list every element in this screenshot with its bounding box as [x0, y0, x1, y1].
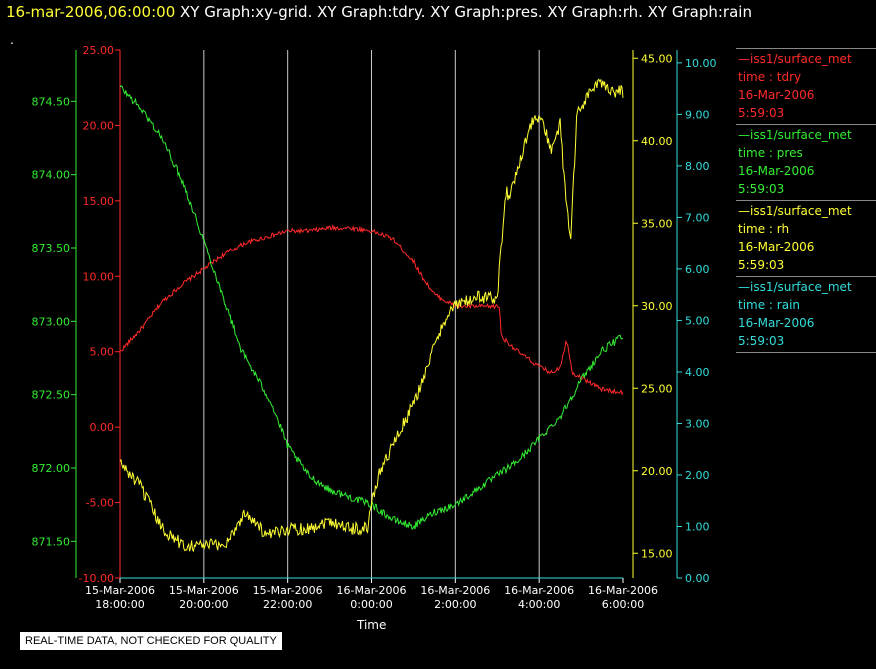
- legend-date: 16-Mar-2006: [738, 240, 815, 254]
- legend-var: time : rh: [738, 222, 790, 236]
- rh-tick-label: 35.00: [641, 217, 673, 230]
- series-lines: [119, 78, 624, 579]
- x-tick-label: 15-Mar-2006: [253, 584, 323, 597]
- legend-source: —iss1/surface_met: [738, 52, 852, 66]
- rain-tick-label: 9.00: [685, 108, 710, 121]
- pres-tick-label: 871.50: [32, 535, 71, 548]
- x-tick-label: 22:00:00: [263, 598, 312, 611]
- rain-tick-label: 3.00: [685, 417, 710, 430]
- series-tdry: [120, 223, 624, 396]
- legend-var: time : tdry: [738, 70, 802, 84]
- rain-tick-label: 10.00: [685, 57, 717, 70]
- rh-tick-label: 30.00: [641, 300, 673, 313]
- legend-time: 5:59:03: [738, 106, 785, 120]
- rain-tick-label: 8.00: [685, 160, 710, 173]
- quality-disclaimer: REAL-TIME DATA, NOT CHECKED FOR QUALITY: [19, 631, 283, 651]
- axes: 15-Mar-200618:00:0015-Mar-200620:00:0015…: [32, 44, 717, 611]
- x-tick-label: 4:00:00: [518, 598, 560, 611]
- pres-tick-label: 872.50: [32, 389, 71, 402]
- rain-tick-label: 6.00: [685, 263, 710, 276]
- x-tick-label: 15-Mar-2006: [169, 584, 239, 597]
- x-tick-label: 18:00:00: [95, 598, 144, 611]
- pres-tick-label: 873.00: [32, 315, 71, 328]
- rain-tick-label: 4.00: [685, 366, 710, 379]
- legend-source: —iss1/surface_met: [738, 128, 852, 142]
- pres-tick-label: 874.00: [32, 169, 71, 182]
- rh-tick-label: 40.00: [641, 135, 673, 148]
- tdry-tick-label: 10.00: [83, 270, 115, 283]
- x-tick-label: 0:00:00: [350, 598, 392, 611]
- legend-date: 16-Mar-2006: [738, 164, 815, 178]
- rh-tick-label: 20.00: [641, 465, 673, 478]
- x-tick-label: 16-Mar-2006: [420, 584, 490, 597]
- x-tick-label: 16-Mar-2006: [504, 584, 574, 597]
- legend-var: time : rain: [738, 298, 801, 312]
- rain-tick-label: 5.00: [685, 314, 710, 327]
- x-axis-label: Time: [357, 618, 387, 632]
- legend-source: —iss1/surface_met: [738, 280, 852, 294]
- tdry-tick-label: -5.00: [86, 497, 114, 510]
- legend-time: 5:59:03: [738, 182, 785, 196]
- pres-tick-label: 874.50: [32, 95, 71, 108]
- grid-lines: [203, 50, 540, 578]
- legend-time: 5:59:03: [738, 334, 785, 348]
- tdry-tick-label: 0.00: [90, 421, 115, 434]
- tdry-tick-label: 20.00: [83, 119, 115, 132]
- legend-source: —iss1/surface_met: [738, 204, 852, 218]
- pres-tick-label: 872.00: [32, 462, 71, 475]
- x-tick-label: 2:00:00: [434, 598, 476, 611]
- rh-tick-label: 45.00: [641, 52, 673, 65]
- legend-time: 5:59:03: [738, 258, 785, 272]
- legend-date: 16-Mar-2006: [738, 316, 815, 330]
- legend: —iss1/surface_met time : tdry 16-Mar-2006 5…: [736, 48, 876, 353]
- tdry-tick-label: 25.00: [83, 44, 115, 57]
- dot-marker: .: [10, 33, 14, 47]
- rh-tick-label: 25.00: [641, 382, 673, 395]
- legend-var: time : pres: [738, 146, 803, 160]
- rain-tick-label: 7.00: [685, 211, 710, 224]
- graph-titles: XY Graph:xy-grid. XY Graph:tdry. XY Grap…: [180, 3, 752, 21]
- rain-tick-label: 2.00: [685, 469, 710, 482]
- tdry-tick-label: 15.00: [83, 195, 115, 208]
- timestamp: 16-mar-2006,06:00:00: [6, 3, 176, 21]
- x-tick-label: 20:00:00: [179, 598, 228, 611]
- tdry-tick-label: 5.00: [90, 346, 115, 359]
- header-title: 16-mar-2006,06:00:00 XY Graph:xy-grid. X…: [6, 3, 752, 21]
- rain-tick-label: 0.00: [685, 572, 710, 585]
- x-tick-label: 15-Mar-2006: [85, 584, 155, 597]
- x-tick-label: 16-Mar-2006: [588, 584, 658, 597]
- tdry-tick-label: -10.00: [79, 572, 114, 585]
- pres-tick-label: 873.50: [32, 242, 71, 255]
- series-rh: [119, 78, 624, 553]
- rain-tick-label: 1.00: [685, 520, 710, 533]
- legend-date: 16-Mar-2006: [738, 88, 815, 102]
- rh-tick-label: 15.00: [641, 547, 673, 560]
- x-tick-label: 16-Mar-2006: [337, 584, 407, 597]
- x-tick-label: 6:00:00: [602, 598, 644, 611]
